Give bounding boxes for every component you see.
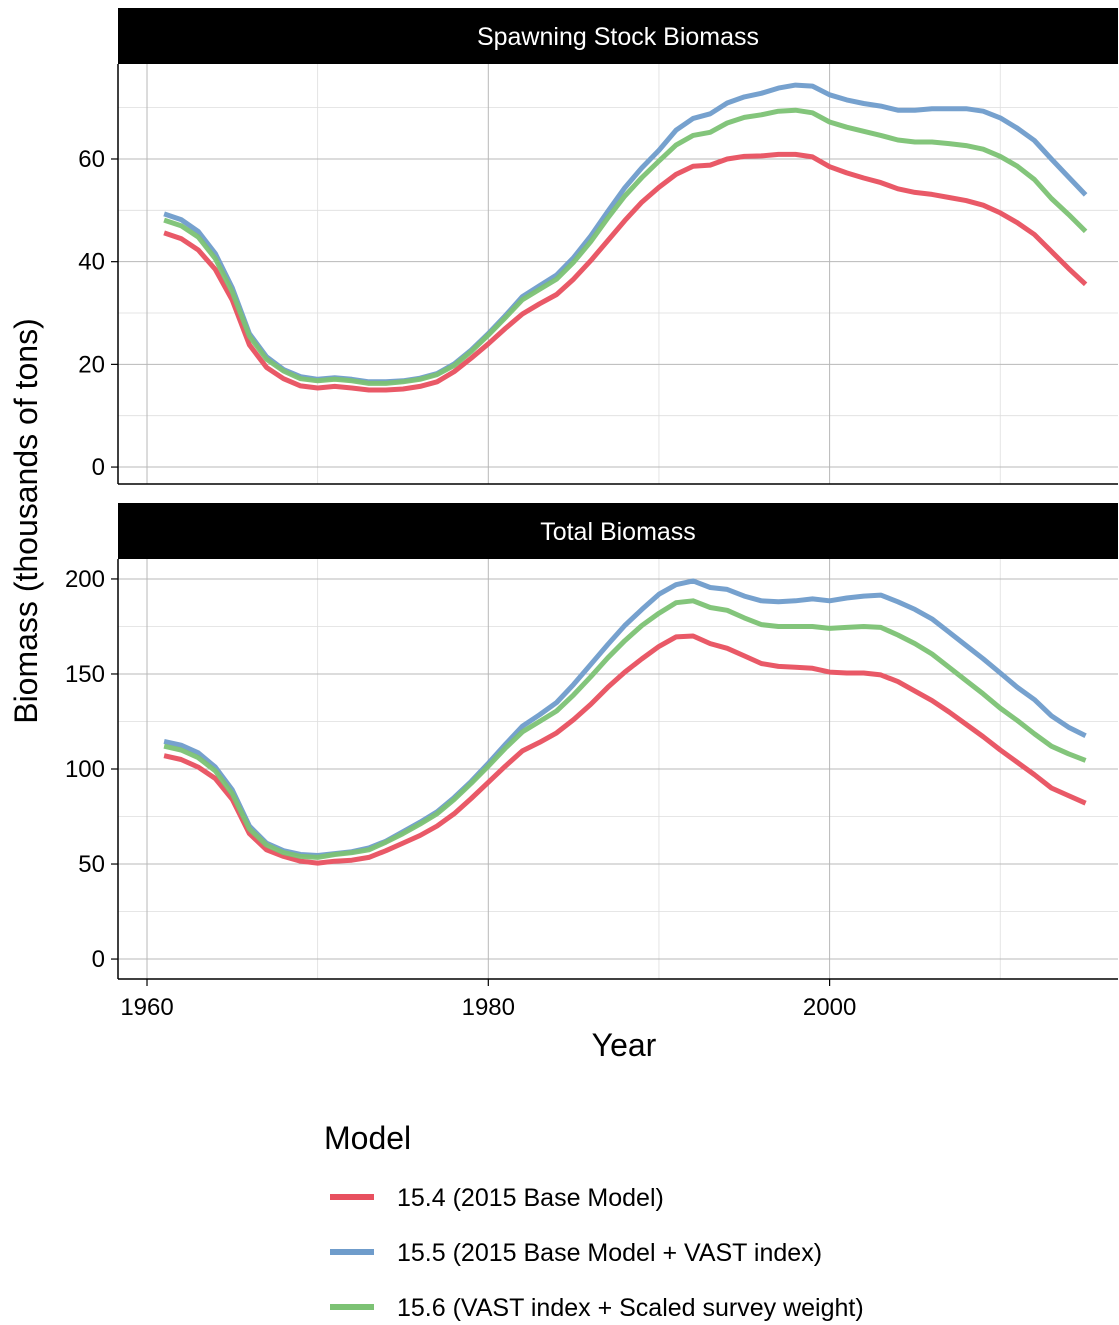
- panel-strip: [118, 503, 1118, 559]
- y-axis-title: Biomass (thousands of tons): [8, 318, 44, 724]
- legend-label: 15.4 (2015 Base Model): [397, 1184, 664, 1212]
- series-line-2: [163, 578, 1087, 858]
- x-tick-label: 1980: [462, 994, 515, 1021]
- series-line-1: [163, 151, 1088, 393]
- y-tick-label: 20: [78, 351, 105, 378]
- y-tick-label: 0: [92, 454, 105, 481]
- series-line-3: [163, 598, 1087, 860]
- y-tick-label: 50: [78, 851, 105, 878]
- panel-title: Spawning Stock Biomass: [477, 23, 759, 51]
- y-tick-label: 200: [65, 566, 105, 593]
- x-axis: 1960 1980 2000: [120, 979, 856, 1021]
- y-tick-label: 60: [78, 146, 105, 173]
- x-tick-label: 2000: [803, 994, 856, 1021]
- y-tick-label: 100: [65, 756, 105, 783]
- legend: Model 15.4 (2015 Base Model) 15.5 (2015 B…: [324, 1120, 864, 1322]
- series-line-3: [163, 107, 1088, 386]
- panel-total-biomass: Total Biomass 0 50 100 150 200: [65, 503, 1118, 980]
- legend-label: 15.6 (VAST index + Scaled survey weight): [397, 1294, 864, 1322]
- legend-title: Model: [324, 1120, 411, 1156]
- y-tick-label: 150: [65, 661, 105, 688]
- panel-strip: [118, 8, 1118, 64]
- series-line-2: [163, 82, 1088, 385]
- y-tick-label: 40: [78, 249, 105, 276]
- panel-title: Total Biomass: [540, 518, 696, 546]
- legend-label: 15.5 (2015 Base Model + VAST index): [397, 1239, 822, 1267]
- y-tick-label: 0: [92, 946, 105, 973]
- x-axis-title: Year: [592, 1027, 657, 1063]
- x-tick-label: 1960: [120, 994, 173, 1021]
- panel-spawning-stock-biomass: Spawning Stock Biomass 0 20 40 60: [78, 8, 1118, 485]
- series-line-1: [163, 633, 1087, 866]
